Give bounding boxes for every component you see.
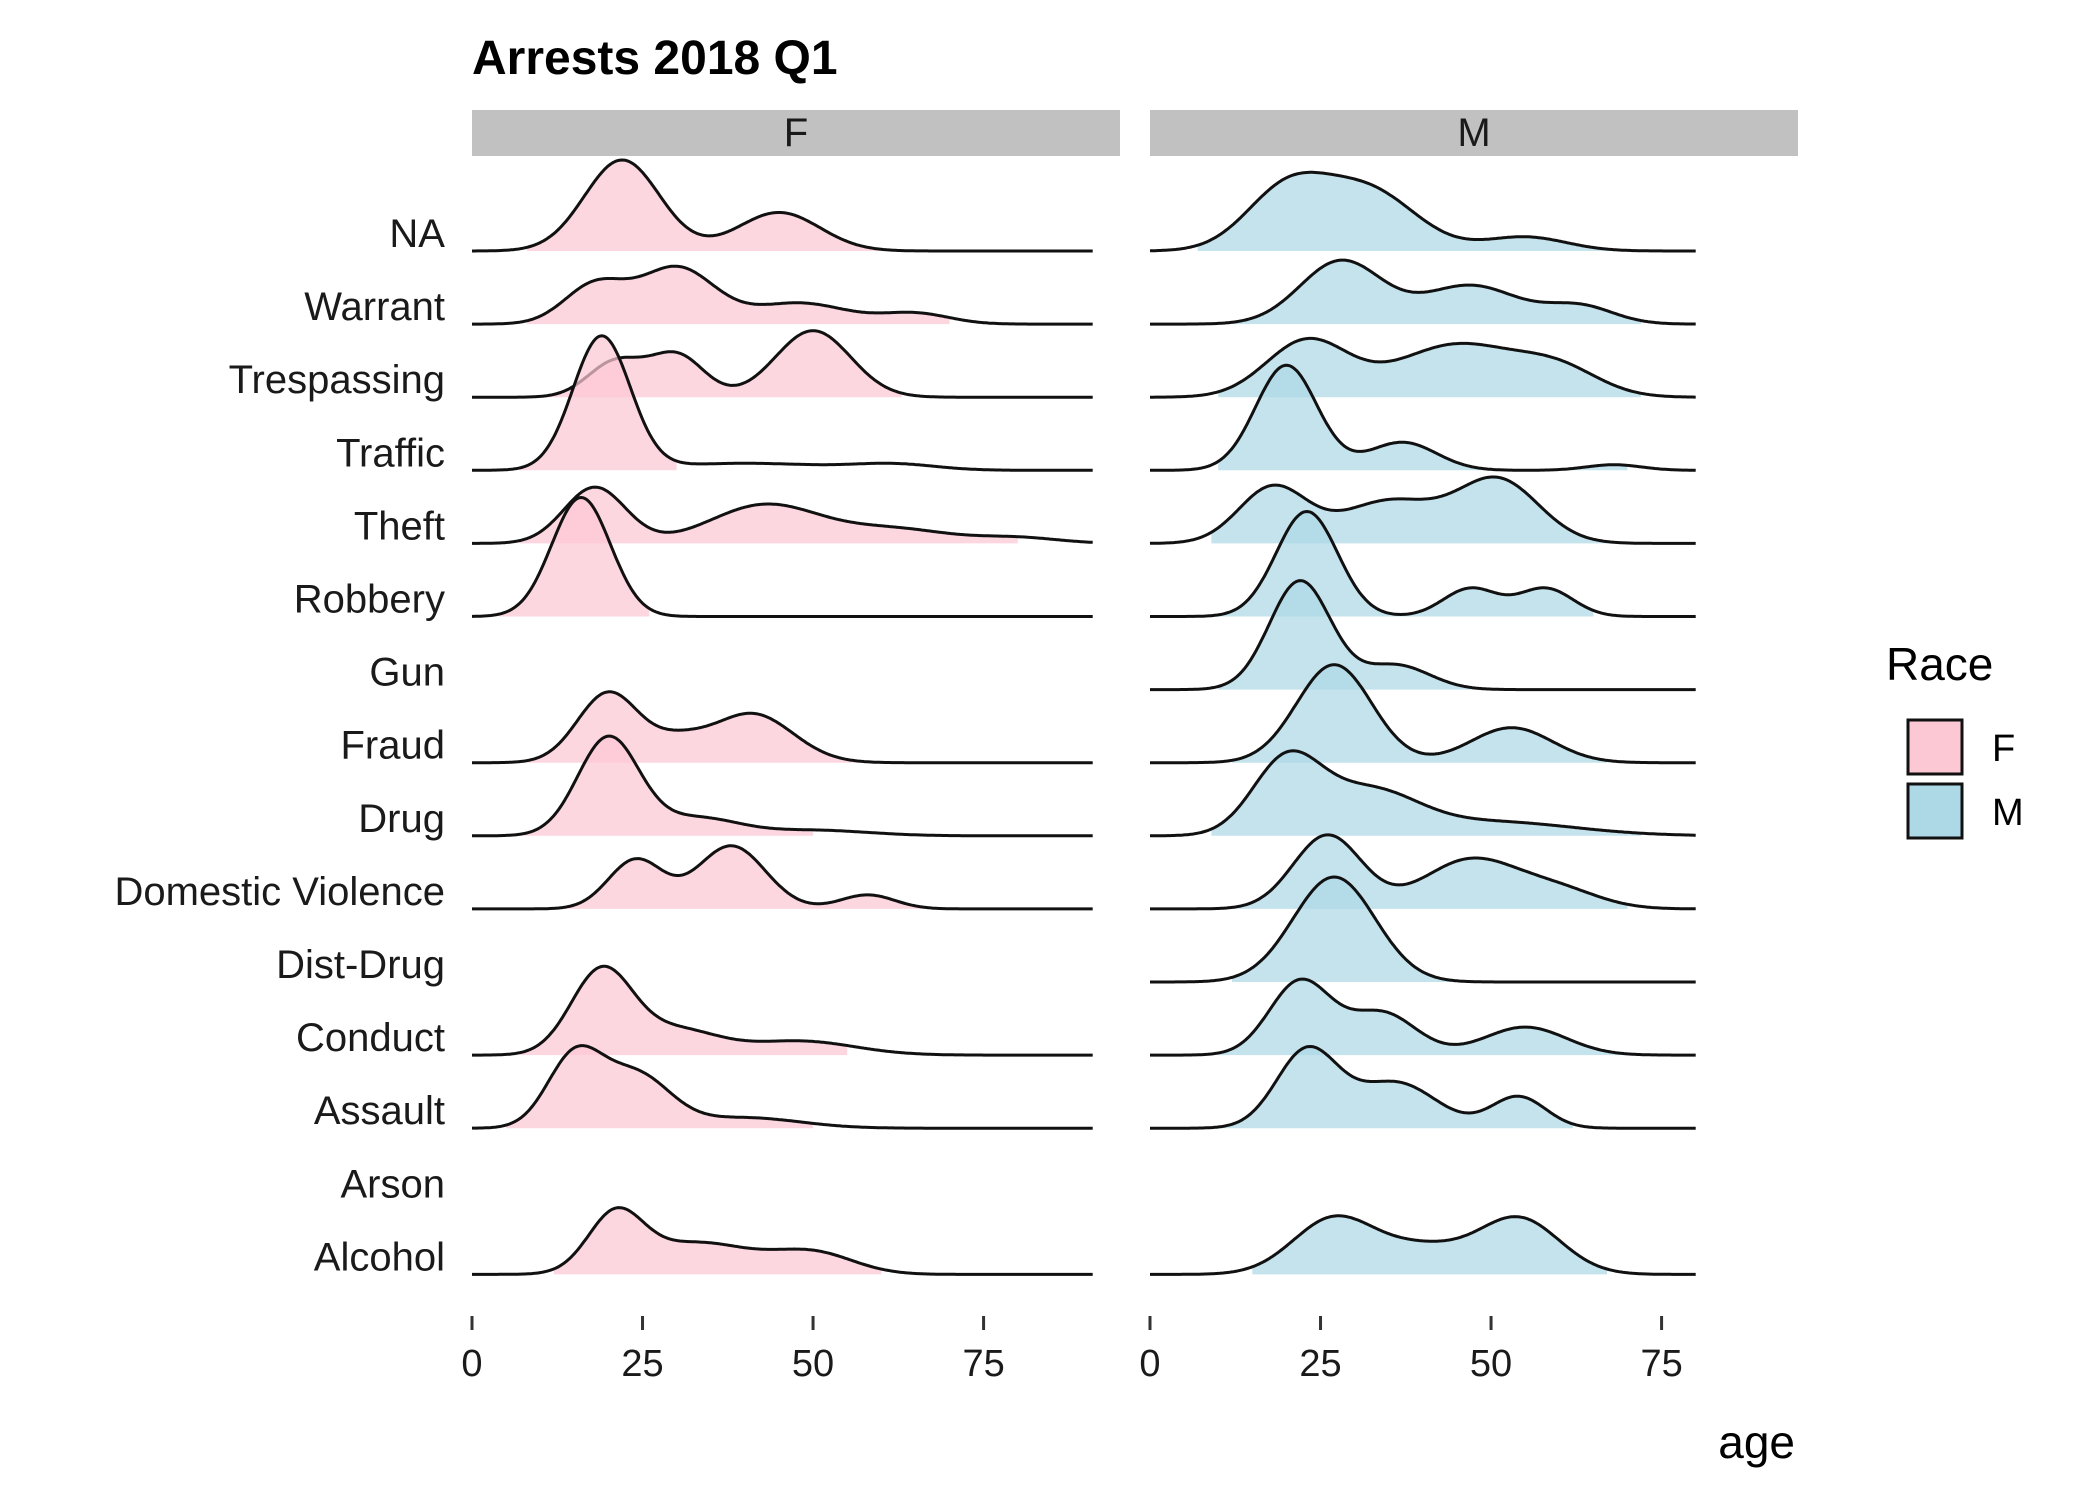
ridge-fill [1252, 1215, 1607, 1275]
ridge-line [1150, 833, 1696, 911]
ridge-fill [526, 266, 950, 325]
panel-M: M 0 25 50 75 [1139, 110, 1798, 1385]
ridge-fill [1197, 172, 1614, 251]
category-label: Assault [314, 1089, 445, 1133]
category-label: Dist-Drug [276, 943, 445, 987]
legend-key [1906, 782, 1964, 840]
category-labels: NA Warrant Trespassing Traffic Theft Robbery G… [114, 212, 445, 1279]
ridge-fill [1231, 664, 1607, 763]
legend-label: F [1992, 728, 2015, 770]
ridge-line [472, 1044, 1093, 1130]
legend: Race FM [1886, 638, 2024, 840]
ridge-fill [1218, 979, 1628, 1056]
ridge-line [472, 734, 1093, 838]
ridge-fill [1218, 365, 1628, 471]
category-label: Warrant [304, 285, 445, 329]
category-label: Theft [354, 504, 445, 548]
ridge-line [1150, 749, 1696, 838]
ridge-line [472, 334, 1093, 472]
x-tick-label: 75 [962, 1343, 1004, 1385]
x-tick-label: 50 [792, 1343, 834, 1385]
ridge-line [472, 690, 1093, 765]
legend-key [1906, 718, 1964, 776]
ridge-fill [499, 497, 650, 617]
facet-strip-label: F [784, 111, 808, 155]
ridge-fill [519, 736, 814, 836]
category-label: Domestic Violence [114, 870, 445, 914]
ridge-line [1150, 977, 1696, 1057]
category-label: Trespassing [229, 358, 445, 402]
facet-strip-label: M [1457, 111, 1490, 155]
x-tick-label: 0 [1139, 1343, 1160, 1385]
ridge-line [1150, 1045, 1696, 1130]
ridge-fill [1218, 580, 1478, 690]
panels: F 0 25 50 75 M 0 25 50 75 [461, 110, 1798, 1385]
ridge-fill [1211, 477, 1628, 544]
category-label: Robbery [294, 578, 445, 622]
x-tick-label: 0 [461, 1343, 482, 1385]
ridge-line [472, 264, 1093, 326]
x-axis-title: age [1718, 1416, 1795, 1468]
ridge-line [472, 964, 1093, 1057]
category-label: Conduct [296, 1016, 445, 1060]
ridge-fill [1218, 338, 1642, 398]
ridge-fill [1211, 750, 1642, 836]
ridge-fill [506, 1045, 814, 1129]
ridge-fill [1218, 1046, 1573, 1129]
ridge-line [472, 158, 1093, 253]
x-tick-label: 25 [621, 1343, 663, 1385]
ridge-fill [519, 487, 1018, 544]
ridge-line [1150, 510, 1696, 618]
ridge-line [472, 496, 1093, 618]
legend-label: M [1992, 792, 2024, 834]
legend-title: Race [1886, 638, 1993, 690]
chart-title: Arrests 2018 Q1 [472, 32, 838, 85]
facet-strip [472, 110, 1120, 156]
category-label: Alcohol [314, 1235, 445, 1279]
ridge-line [1150, 258, 1696, 326]
ridge-fill [519, 966, 848, 1056]
ridge-line [1150, 579, 1696, 692]
ridge-fill [519, 335, 677, 471]
ridge-line [472, 485, 1093, 545]
legend-items: FM [1906, 718, 2024, 840]
ridge-line [1150, 1214, 1696, 1276]
x-tick-label: 25 [1299, 1343, 1341, 1385]
ridge-fill [526, 160, 916, 251]
x-tick-label: 75 [1640, 1343, 1682, 1385]
ridge-fill [553, 1207, 882, 1275]
category-label: Arson [341, 1162, 446, 1206]
facet-strip [1150, 110, 1798, 156]
ridge-line [1150, 363, 1696, 472]
panel-F: F 0 25 50 75 [461, 110, 1120, 1385]
ridge-line [1150, 475, 1696, 545]
category-label: Gun [369, 651, 445, 695]
category-label: Fraud [341, 724, 446, 768]
ridge-line [1150, 875, 1696, 984]
ridge-line [1150, 663, 1696, 765]
category-label: Traffic [336, 431, 445, 475]
x-tick-label: 50 [1470, 1343, 1512, 1385]
ridge-line [1150, 336, 1696, 399]
ridge-line [1149, 170, 1696, 253]
ridge-fill [1231, 834, 1628, 909]
ridge-line [472, 1206, 1093, 1276]
category-label: Drug [358, 797, 445, 841]
ridge-line [472, 844, 1093, 911]
category-label: NA [389, 212, 445, 256]
